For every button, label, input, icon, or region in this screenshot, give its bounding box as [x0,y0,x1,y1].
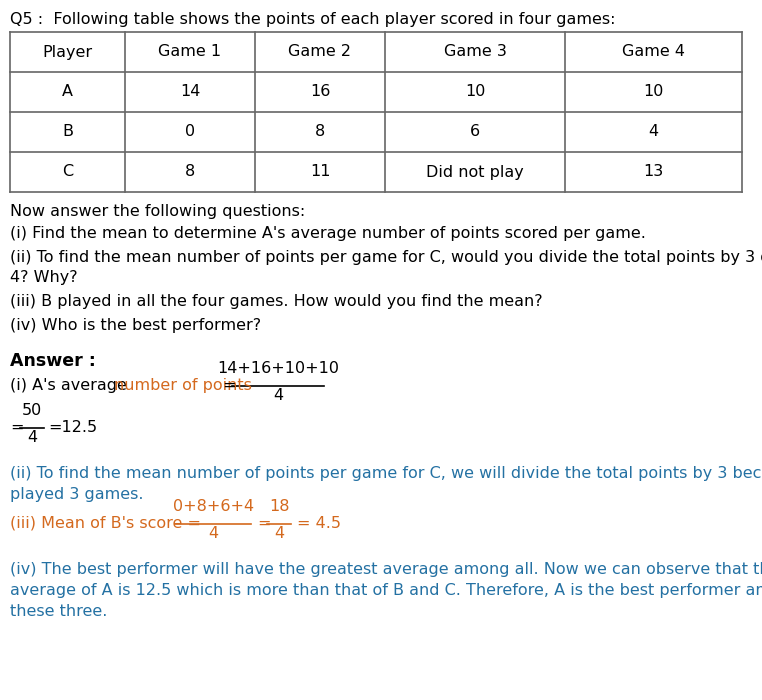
Text: (i) A's average: (i) A's average [10,378,132,393]
Text: 13: 13 [643,164,664,179]
Text: =: = [218,378,237,393]
Text: B: B [62,125,73,139]
Text: (ii) To find the mean number of points per game for C, would you divide the tota: (ii) To find the mean number of points p… [10,250,762,265]
Text: 11: 11 [309,164,330,179]
Text: played 3 games.: played 3 games. [10,487,143,502]
Text: 4: 4 [273,388,283,403]
Text: 4: 4 [27,430,37,445]
Text: 16: 16 [310,85,330,99]
Text: Q5 :  Following table shows the points of each player scored in four games:: Q5 : Following table shows the points of… [10,12,616,27]
Text: Game 4: Game 4 [622,45,685,60]
Text: 14: 14 [180,85,200,99]
Text: 6: 6 [470,125,480,139]
Text: Now answer the following questions:: Now answer the following questions: [10,204,306,219]
Text: (iv) Who is the best performer?: (iv) Who is the best performer? [10,318,261,333]
Text: 4: 4 [648,125,658,139]
Text: Game 3: Game 3 [443,45,507,60]
Text: Game 1: Game 1 [158,45,222,60]
Text: 0: 0 [185,125,195,139]
Text: =: = [10,420,24,435]
Text: Player: Player [43,45,92,60]
Text: 18: 18 [269,499,290,514]
Text: Game 2: Game 2 [289,45,351,60]
Text: these three.: these three. [10,604,107,619]
Text: A: A [62,85,73,99]
Text: C: C [62,164,73,179]
Text: (i) Find the mean to determine A's average number of points scored per game.: (i) Find the mean to determine A's avera… [10,226,646,241]
Text: 4: 4 [208,526,218,541]
Text: 8: 8 [185,164,195,179]
Text: 10: 10 [643,85,664,99]
Text: (iii) Mean of B's score =: (iii) Mean of B's score = [10,516,201,531]
Text: (iii) B played in all the four games. How would you find the mean?: (iii) B played in all the four games. Ho… [10,294,543,309]
Text: (iv) The best performer will have the greatest average among all. Now we can obs: (iv) The best performer will have the gr… [10,562,762,577]
Text: =: = [258,516,271,531]
Text: 4? Why?: 4? Why? [10,270,78,285]
Text: Answer :: Answer : [10,352,96,370]
Text: =12.5: =12.5 [48,420,97,435]
Text: number of points: number of points [114,378,252,393]
Text: 10: 10 [465,85,485,99]
Text: average of A is 12.5 which is more than that of B and C. Therefore, A is the bes: average of A is 12.5 which is more than … [10,583,762,598]
Text: = 4.5: = 4.5 [297,516,341,531]
Text: 14+16+10+10: 14+16+10+10 [217,361,339,376]
Text: 50: 50 [22,403,42,418]
Text: 4: 4 [274,526,284,541]
Text: 8: 8 [315,125,325,139]
Text: 0+8+6+4: 0+8+6+4 [173,499,254,514]
Text: (ii) To find the mean number of points per game for C, we will divide the total : (ii) To find the mean number of points p… [10,466,762,481]
Text: Did not play: Did not play [426,164,524,179]
